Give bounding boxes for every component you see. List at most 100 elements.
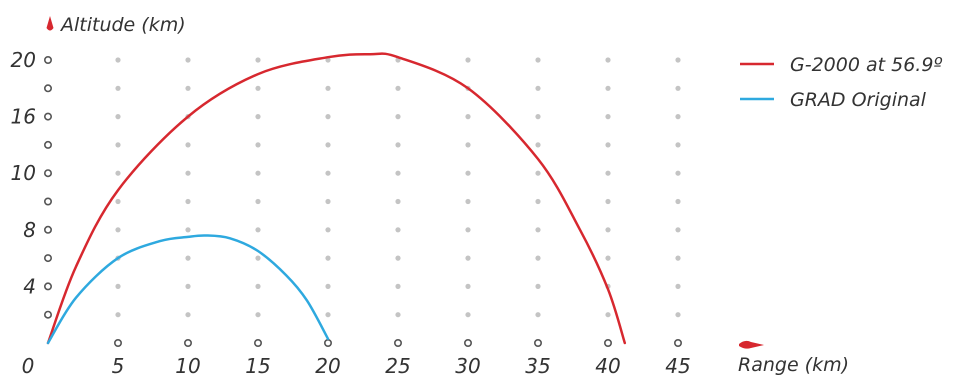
grid-dot (395, 227, 401, 233)
grid-dot (185, 170, 191, 176)
x-tick-labels: 0 5 10 15 20 25 30 35 40 45 (22, 354, 691, 378)
axis-ring-marker (114, 338, 123, 347)
grid-dot (395, 85, 401, 91)
legend-label-g2000: G-2000 at 56.9º (790, 54, 942, 76)
x-tick-label: 5 (112, 354, 125, 378)
grid-dot (465, 170, 471, 176)
y-tick-label: 20 (11, 48, 36, 72)
legend-label-grad: GRAD Original (790, 89, 927, 111)
axis-ring-marker (43, 197, 52, 206)
grid-dot (185, 283, 191, 289)
grid-dot (465, 312, 471, 318)
grid-dot (185, 255, 191, 261)
axis-ring-marker (43, 225, 52, 234)
x-tick-label: 35 (525, 354, 550, 378)
grid-dot (675, 283, 681, 289)
axis-ring-marker (323, 338, 332, 347)
y-tick-label: 4 (23, 274, 36, 298)
grid-dot (465, 142, 471, 148)
series-line-g2000 (46, 52, 627, 345)
grid-dot (185, 142, 191, 148)
x-tick-label: 40 (595, 354, 620, 378)
grid-dot (325, 198, 331, 205)
grid-dot (255, 227, 261, 233)
grid-dot (605, 57, 611, 63)
x-tick-label: 30 (455, 354, 480, 378)
x-axis-arrow-icon (739, 340, 764, 349)
legend: G-2000 at 56.9º GRAD Original (740, 54, 942, 111)
grid-dot (675, 57, 681, 63)
x-axis-title: Range (km) (738, 354, 849, 376)
grid-dot (115, 170, 121, 176)
grid-dot (255, 283, 261, 289)
grid-dot (325, 255, 331, 261)
y-axis-arrow-icon (46, 16, 54, 31)
axis-ring-marker (533, 338, 542, 347)
grid-dot (115, 198, 121, 205)
grid-dot (255, 170, 261, 176)
grid-dot (675, 142, 681, 148)
grid-dot (675, 85, 681, 91)
grid-dot (535, 142, 541, 148)
grid-dot (395, 198, 401, 205)
axis-ring-marker (43, 140, 52, 149)
grid-dot (465, 255, 471, 261)
grid-dot (185, 57, 191, 63)
grid-dot (395, 114, 401, 120)
grid-dot (395, 142, 401, 148)
y-axis-title: Altitude (km) (59, 14, 186, 36)
grid-dot (325, 142, 331, 148)
axis-ring-marker (43, 310, 52, 319)
grid-dot (395, 283, 401, 289)
series-line-grad (46, 234, 330, 345)
y-tick-label: 16 (11, 105, 36, 129)
grid-dots (115, 57, 681, 318)
axis-ring-marker (43, 84, 52, 93)
grid-dot (395, 255, 401, 261)
grid-dot (115, 142, 121, 148)
grid-dot (535, 57, 541, 63)
axis-ring-marker (43, 112, 52, 121)
y-tick-label: 10 (11, 161, 36, 185)
grid-dot (605, 255, 611, 261)
grid-dot (605, 312, 611, 318)
grid-dot (535, 227, 541, 233)
grid-dot (535, 85, 541, 91)
grid-dot (535, 255, 541, 261)
grid-dot (255, 114, 261, 120)
grid-dot (395, 312, 401, 318)
x-tick-label: 10 (175, 354, 200, 378)
grid-dot (255, 312, 261, 318)
grid-dot (255, 142, 261, 148)
grid-dot (325, 57, 331, 63)
grid-dot (115, 57, 121, 63)
grid-dot (115, 227, 121, 233)
grid-dot (535, 170, 541, 176)
grid-dot (535, 114, 541, 120)
axis-ring-marker (603, 338, 612, 347)
axis-ring-marker (393, 338, 402, 347)
y-tick-labels: 4 8 10 16 20 (11, 48, 36, 298)
grid-dot (325, 283, 331, 289)
grid-dot (465, 114, 471, 120)
grid-dot (465, 198, 471, 205)
grid-dot (465, 57, 471, 63)
grid-dot (465, 227, 471, 233)
grid-dot (185, 312, 191, 318)
grid-dot (255, 198, 261, 205)
grid-dot (675, 255, 681, 261)
x-tick-label: 20 (315, 354, 340, 378)
grid-dot (255, 255, 261, 261)
grid-dot (255, 57, 261, 63)
grid-dot (185, 227, 191, 233)
y-tick-label: 8 (23, 218, 36, 242)
grid-dot (185, 198, 191, 205)
grid-dot (325, 114, 331, 120)
grid-dot (325, 227, 331, 233)
grid-dot (605, 114, 611, 120)
grid-dot (675, 198, 681, 205)
grid-dot (605, 227, 611, 233)
grid-dot (535, 312, 541, 318)
x-tick-label: 45 (665, 354, 690, 378)
